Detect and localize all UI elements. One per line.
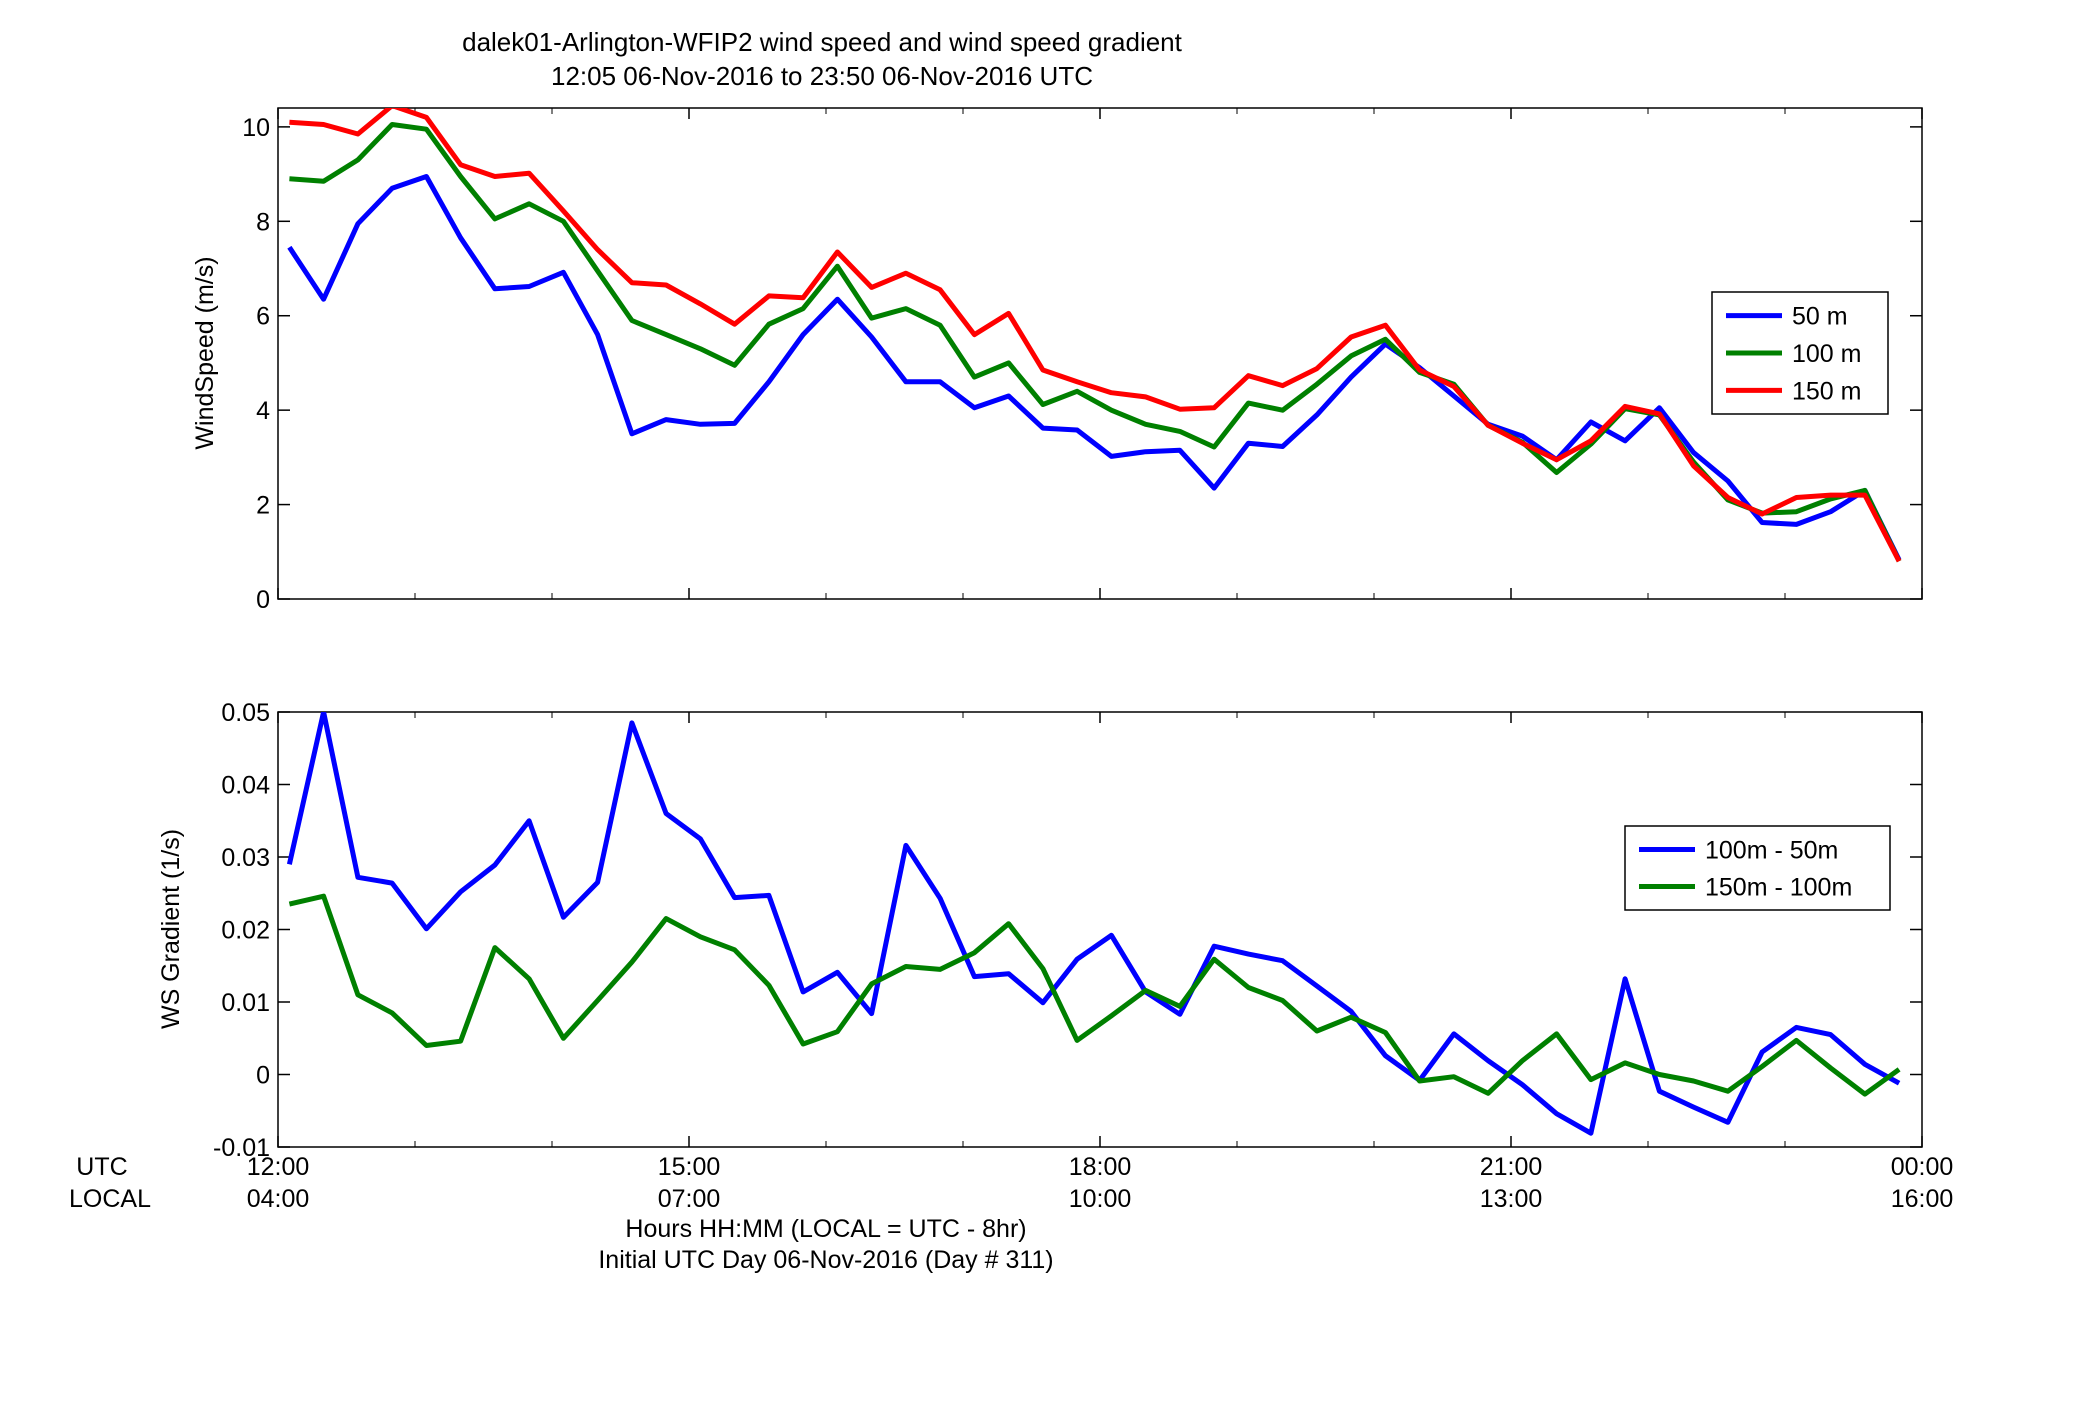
legend-box xyxy=(1624,825,1891,911)
y-tick-label: 0.03 xyxy=(221,844,270,872)
x-tick-label-local: 13:00 xyxy=(1480,1185,1543,1213)
legend: 100m - 50m 150m - 100m xyxy=(1624,825,1891,911)
x-tick-label-utc: 12:00 xyxy=(247,1153,310,1181)
legend-box xyxy=(1711,291,1889,415)
legend-entry: 100 m xyxy=(1792,340,1861,368)
chart-title-line-1: dalek01-Arlington-WFIP2 wind speed and w… xyxy=(462,27,1183,57)
x-tick-label-local: 16:00 xyxy=(1891,1185,1954,1213)
x-tick-label-local: 07:00 xyxy=(658,1185,721,1213)
legend-entry: 150m - 100m xyxy=(1705,874,1852,902)
y-tick-label: 10 xyxy=(242,114,270,142)
plot-area xyxy=(277,107,1923,600)
legend-entry: 50 m xyxy=(1792,303,1848,331)
windspeed-panel: 0 2 4 6 8 10 WindSpeed (m/s) 50 m 100 m 150 m xyxy=(191,107,1923,614)
y-tick-label: -0.01 xyxy=(213,1134,270,1162)
y-axis-label: WS Gradient (1/s) xyxy=(157,829,185,1029)
chart-title-line-2: 12:05 06-Nov-2016 to 23:50 06-Nov-2016 U… xyxy=(551,61,1093,91)
series-line-100m-50m xyxy=(286,712,1901,1136)
legend-entry: 150 m xyxy=(1792,377,1861,405)
y-tick-label: 0.05 xyxy=(221,699,270,727)
legend: 50 m 100 m 150 m xyxy=(1711,291,1889,415)
local-row-label: LOCAL xyxy=(69,1185,151,1213)
x-tick-label-utc: 18:00 xyxy=(1069,1153,1132,1181)
x-tick-label-local: 04:00 xyxy=(247,1185,310,1213)
utc-row-label: UTC xyxy=(76,1153,127,1181)
y-tick-label: 8 xyxy=(256,208,270,236)
y-tick-label: 0.04 xyxy=(221,772,270,800)
y-tick-label: 6 xyxy=(256,303,270,331)
x-tick-label-utc: 00:00 xyxy=(1891,1153,1954,1181)
x-axis-label-line-2: Initial UTC Day 06-Nov-2016 (Day # 311) xyxy=(598,1246,1053,1274)
series-line-150m-100m xyxy=(288,893,1901,1097)
x-axis-label-line-1: Hours HH:MM (LOCAL = UTC - 8hr) xyxy=(625,1215,1026,1243)
y-tick-label: 0.02 xyxy=(221,917,270,945)
series-line-150-m xyxy=(289,108,1902,563)
y-tick-label: 0 xyxy=(256,1062,270,1090)
gradient-panel: 12:00 04:00 15:00 07:00 18:00 10:00 21:00 13:00… xyxy=(157,699,1953,1213)
x-tick-label-utc: 21:00 xyxy=(1480,1153,1543,1181)
x-tick-label-utc: 15:00 xyxy=(658,1153,721,1181)
series-line-50-m xyxy=(287,174,1902,561)
y-tick-label: 0.01 xyxy=(221,989,270,1017)
y-tick-label: 2 xyxy=(256,492,270,520)
plot-area xyxy=(277,711,1923,1148)
y-axis-label: WindSpeed (m/s) xyxy=(191,256,219,449)
legend-entry: 100m - 50m xyxy=(1705,837,1838,865)
y-tick-label: 4 xyxy=(256,397,270,425)
y-tick-label: 0 xyxy=(256,586,270,614)
x-tick-label-local: 10:00 xyxy=(1069,1185,1132,1213)
